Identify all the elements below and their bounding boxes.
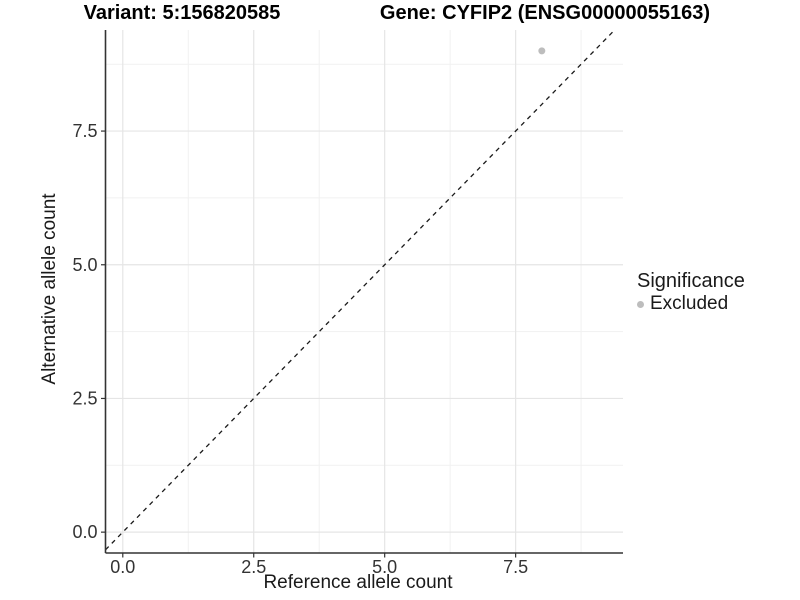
x-tick-label: 7.5 — [503, 557, 528, 577]
plot-title-variant: Variant: 5:156820585 — [83, 2, 281, 24]
legend-item-excluded: Excluded — [637, 293, 745, 315]
y-tick-label: 7.5 — [72, 121, 97, 141]
y-tick-label: 5.0 — [72, 255, 97, 275]
x-tick-label: 0.0 — [110, 557, 135, 577]
x-axis-title: Reference allele count — [263, 572, 453, 593]
y-tick-label: 0.0 — [72, 522, 97, 542]
y-axis-title: Alternative allele count — [39, 193, 60, 385]
identity-reference-line — [105, 29, 616, 551]
legend: Significance Excluded — [637, 269, 745, 315]
x-tick-label: 2.5 — [241, 557, 266, 577]
y-tick-label: 2.5 — [72, 388, 97, 408]
plot-title-gene: Gene: CYFIP2 (ENSG00000055163) — [379, 2, 711, 24]
legend-point-swatch — [637, 300, 644, 308]
data-point — [538, 47, 546, 55]
x-tick-label: 5.0 — [372, 557, 397, 577]
legend-title: Significance — [637, 270, 745, 292]
legend-item-label: Excluded — [650, 293, 729, 314]
